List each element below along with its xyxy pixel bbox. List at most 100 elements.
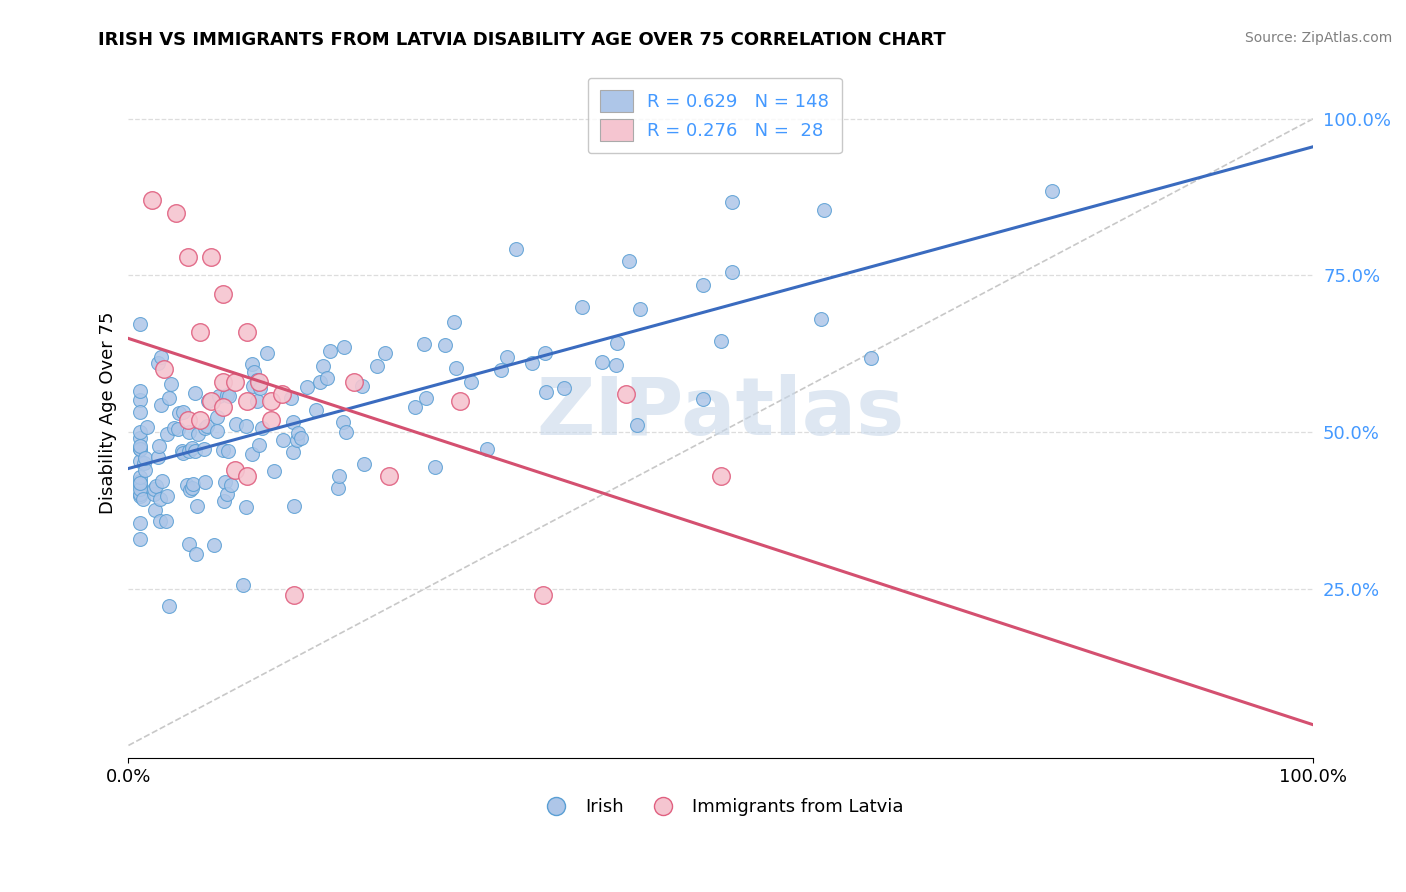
Point — [129, 454, 152, 468]
Text: Source: ZipAtlas.com: Source: ZipAtlas.com — [1244, 31, 1392, 45]
Point — [720, 265, 742, 279]
Point — [236, 469, 259, 483]
Point — [353, 458, 375, 472]
Point — [212, 494, 235, 508]
Point — [129, 405, 152, 419]
Point — [134, 463, 156, 477]
Point — [186, 499, 208, 513]
Point — [290, 431, 312, 445]
Point — [240, 447, 263, 461]
Point — [249, 381, 271, 395]
Point — [305, 402, 328, 417]
Point — [212, 375, 235, 389]
Point — [591, 355, 613, 369]
Point — [181, 481, 204, 495]
Point — [218, 389, 240, 403]
Point — [236, 325, 259, 339]
Point — [505, 242, 527, 256]
Point — [143, 482, 166, 496]
Point — [148, 438, 170, 452]
Point — [135, 420, 157, 434]
Point — [247, 438, 270, 452]
Point — [194, 421, 217, 435]
Point — [217, 486, 239, 500]
Point — [188, 412, 211, 426]
Point — [259, 393, 281, 408]
Point — [350, 378, 373, 392]
Point — [710, 469, 733, 483]
Point — [212, 287, 235, 301]
Point — [316, 371, 339, 385]
Point — [246, 393, 269, 408]
Point — [250, 421, 273, 435]
Point — [129, 425, 152, 440]
Point — [332, 415, 354, 429]
Point — [205, 410, 228, 425]
Point — [163, 421, 186, 435]
Point — [444, 361, 467, 376]
Point — [129, 516, 152, 531]
Point — [149, 491, 172, 506]
Point — [449, 393, 471, 408]
Point — [207, 389, 229, 403]
Point — [224, 463, 246, 477]
Point — [129, 442, 152, 456]
Point — [412, 336, 434, 351]
Y-axis label: Disability Age Over 75: Disability Age Over 75 — [100, 312, 117, 515]
Point — [434, 338, 457, 352]
Point — [143, 503, 166, 517]
Point — [312, 359, 335, 373]
Point — [200, 393, 222, 408]
Point — [195, 418, 218, 433]
Point — [283, 588, 305, 602]
Point — [810, 311, 832, 326]
Point — [184, 385, 207, 400]
Point — [328, 481, 350, 495]
Point — [332, 340, 354, 354]
Point — [129, 384, 152, 398]
Point — [1040, 184, 1063, 198]
Point — [692, 392, 714, 407]
Point — [160, 377, 183, 392]
Point — [129, 482, 152, 496]
Point — [197, 394, 219, 409]
Point — [617, 254, 640, 268]
Point — [212, 442, 235, 457]
Point — [536, 384, 558, 399]
Point — [221, 478, 243, 492]
Point — [132, 491, 155, 506]
Point — [129, 475, 152, 490]
Point — [443, 315, 465, 329]
Point — [860, 351, 883, 366]
Point — [172, 404, 194, 418]
Point — [172, 446, 194, 460]
Point — [813, 202, 835, 217]
Point — [129, 489, 152, 503]
Point — [520, 356, 543, 370]
Point — [318, 343, 340, 358]
Point — [155, 514, 177, 528]
Point — [531, 588, 554, 602]
Point — [378, 469, 401, 483]
Point — [184, 547, 207, 561]
Point — [628, 301, 651, 316]
Text: ZIPatlas: ZIPatlas — [537, 375, 905, 452]
Point — [366, 359, 388, 374]
Point — [534, 346, 557, 360]
Point — [495, 350, 517, 364]
Point — [460, 375, 482, 389]
Point — [475, 442, 498, 456]
Point — [335, 425, 357, 439]
Text: IRISH VS IMMIGRANTS FROM LATVIA DISABILITY AGE OVER 75 CORRELATION CHART: IRISH VS IMMIGRANTS FROM LATVIA DISABILI… — [98, 31, 946, 49]
Point — [710, 334, 733, 348]
Point — [129, 487, 152, 501]
Point — [263, 464, 285, 478]
Point — [129, 474, 152, 488]
Point — [176, 477, 198, 491]
Point — [157, 599, 180, 614]
Point — [150, 474, 173, 488]
Point — [148, 356, 170, 370]
Point — [188, 325, 211, 339]
Point — [214, 475, 236, 490]
Point — [243, 366, 266, 380]
